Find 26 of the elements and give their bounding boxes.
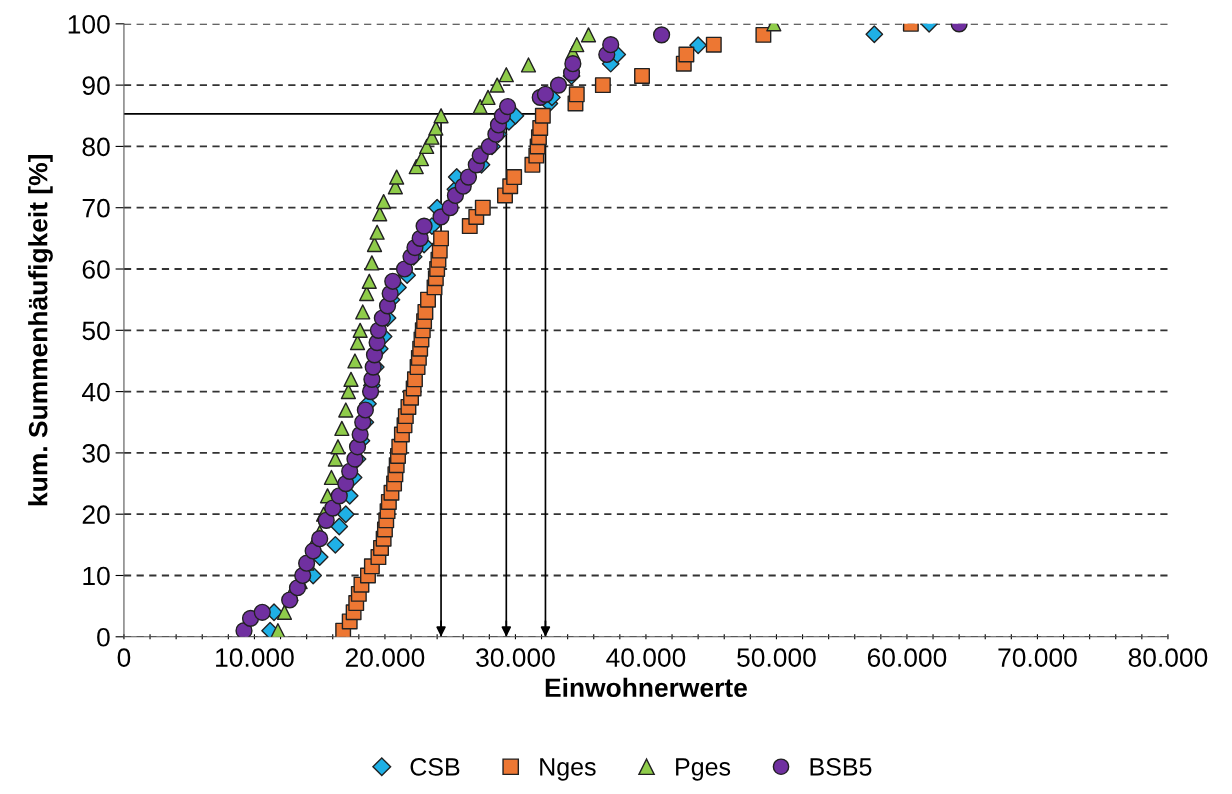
x-tick-label: 50.000 (737, 648, 816, 667)
x-tick-label: 0 (117, 648, 131, 667)
legend-label: Pges (676, 758, 731, 781)
y-tick-label: 80 (82, 137, 110, 157)
y-tick-label: 40 (82, 382, 110, 402)
y-tick-label: 30 (82, 444, 110, 463)
x-axis-title: Einwohnerwerte (545, 677, 747, 698)
legend-label: BSB5 (810, 758, 872, 776)
legend-label: CSB (410, 758, 460, 776)
y-tick-label: 0 (97, 627, 110, 647)
y-tick-label: 90 (82, 76, 110, 95)
y-tick-label: 50 (82, 321, 110, 341)
x-tick-label: 60.000 (867, 648, 947, 667)
y-axis-title: kum. Summenhäufigkeit [%] (28, 155, 53, 506)
y-tick-label: 70 (82, 198, 110, 218)
x-tick-label: 80.000 (1128, 648, 1208, 667)
legend-label: Nges (540, 758, 596, 781)
y-tick-label: 60 (82, 260, 110, 279)
x-tick-label: 20.000 (345, 648, 425, 667)
y-tick-label: 10 (83, 566, 110, 586)
x-tick-label: 30.000 (476, 648, 555, 667)
x-tick-label: 40.000 (606, 648, 686, 667)
y-tick-label: 100 (68, 14, 110, 34)
x-tick-label: 10.000 (216, 648, 294, 667)
y-tick-label: 20 (82, 505, 110, 525)
x-tick-label: 70.000 (998, 648, 1077, 667)
